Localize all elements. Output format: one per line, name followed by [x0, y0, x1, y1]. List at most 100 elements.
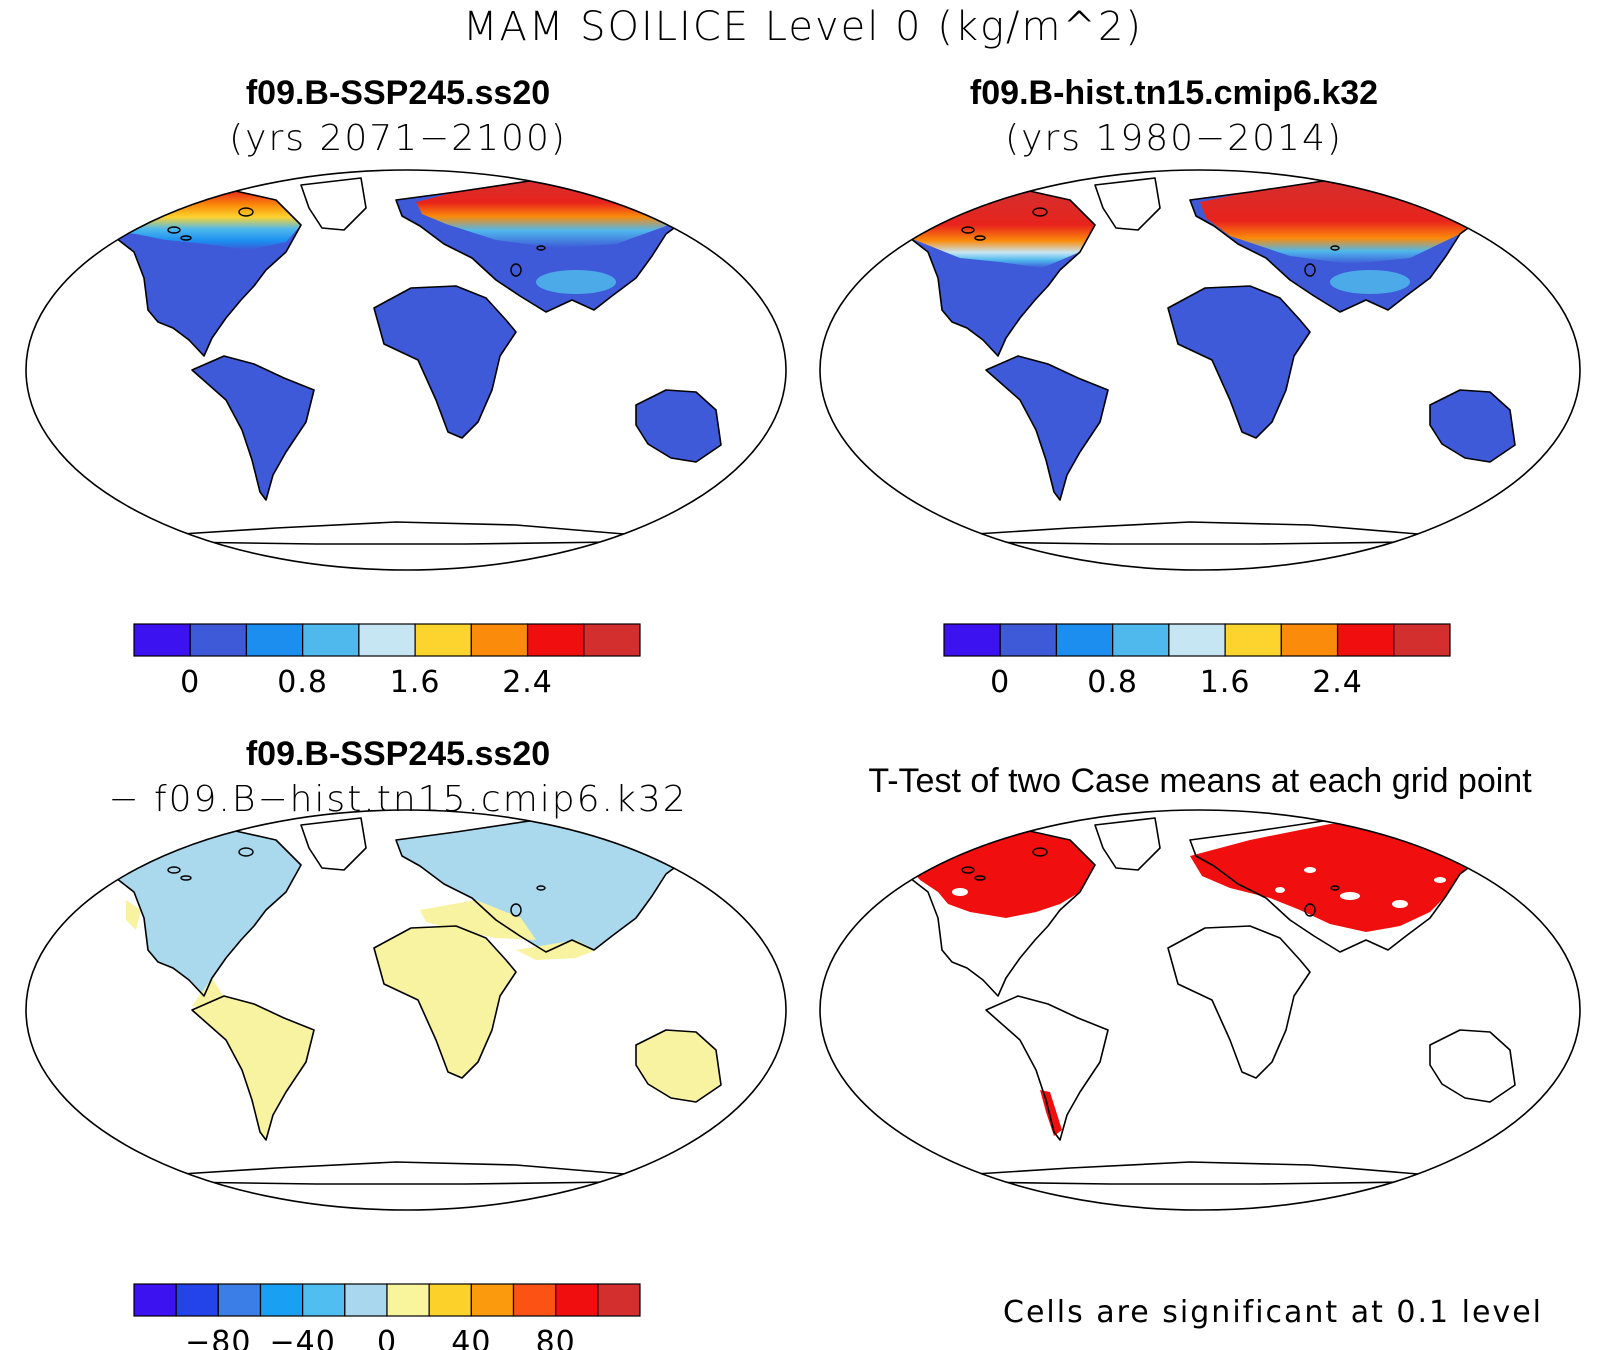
figure-title: MAM SOILICE Level 0 (kg/m^2) — [462, 4, 1144, 50]
lake-outline — [961, 226, 975, 234]
colorbar-box — [597, 1283, 641, 1317]
lake-outline — [1330, 245, 1340, 251]
colorbar-box — [1280, 623, 1339, 657]
colorbar-box — [583, 623, 641, 657]
tibet-plateau-patch — [1330, 270, 1410, 294]
colorbar-box — [512, 1283, 557, 1317]
panel-title-top-left: f09.B-SSP245.ss20 — [245, 74, 551, 112]
colorbar-box — [1393, 623, 1451, 657]
nonsignificant-patch — [1434, 877, 1446, 883]
colorbar-box — [217, 1283, 262, 1317]
colorbar-tick-label: 2.4 — [502, 665, 553, 700]
map-content — [110, 177, 722, 545]
coastline-australia — [1429, 1029, 1516, 1103]
colorbar-box — [428, 1283, 472, 1317]
map-panel-top-left — [25, 169, 787, 571]
land-africa — [374, 286, 516, 438]
lake-outline — [167, 866, 181, 874]
lake-outline — [536, 245, 546, 251]
colorbar-tick-label: 2.4 — [1312, 665, 1363, 700]
coastline-africa — [373, 925, 517, 1079]
colorbar-box — [943, 623, 1001, 657]
colorbar-box — [189, 623, 248, 657]
coastline-australia — [1429, 389, 1516, 463]
panel-subtitle-bottom-left: − f09.B−hist.tn15.cmip6.k32 — [108, 779, 688, 820]
panel-title-bottom-left: f09.B-SSP245.ss20 — [245, 735, 551, 773]
map-boundary — [819, 169, 1581, 571]
colorbar-box — [470, 623, 529, 657]
coastline-southAmerica — [191, 355, 315, 501]
colorbar-box — [1055, 623, 1114, 657]
diff-warm-southasia — [516, 940, 596, 960]
lake-outline — [510, 903, 522, 917]
coastline-southAmerica — [985, 995, 1109, 1141]
tibet-plateau-patch — [536, 270, 616, 294]
lake-outline — [1304, 263, 1316, 277]
land-australia — [1430, 1030, 1515, 1102]
colorbar-box — [259, 1283, 304, 1317]
lake-outline — [1032, 207, 1048, 217]
coastline-australia — [635, 1029, 722, 1103]
coastline-greenland — [300, 817, 367, 871]
land-southAmerica — [986, 356, 1108, 500]
significant-patagonia — [1040, 1090, 1062, 1136]
colorbar-box — [1336, 623, 1395, 657]
colorbar-box — [344, 1283, 388, 1317]
lake-outline — [180, 235, 192, 241]
map-panel-top-right — [819, 169, 1581, 571]
map-content — [110, 817, 722, 1185]
map-content — [904, 817, 1516, 1185]
coastline-greenland — [1094, 817, 1161, 871]
colorbar-box — [133, 623, 191, 657]
lake-outline — [1304, 903, 1316, 917]
map-panel-bottom-left — [25, 809, 787, 1211]
land-africa — [1168, 926, 1310, 1078]
colorbar-tick-label: 40 — [451, 1325, 491, 1350]
land-australia — [1430, 390, 1515, 462]
diff-warm-na-patch — [126, 900, 141, 930]
colorbar-tick-label: 0 — [377, 1325, 397, 1350]
nonsignificant-patch — [1340, 892, 1360, 900]
lake-outline — [974, 235, 986, 241]
colorbar-box — [1168, 623, 1226, 657]
map-panel-bottom-right — [819, 809, 1581, 1211]
colorbar-top-left: 0 0.8 1.6 2.4 — [133, 623, 641, 700]
colorbar-box — [1112, 623, 1170, 657]
land-antarctica — [960, 522, 1430, 544]
significant-eurasia — [1190, 820, 1490, 932]
land-antarctica — [960, 1162, 1430, 1184]
colorbar-tick-label: 0 — [990, 665, 1010, 700]
land-southAmerica — [192, 356, 314, 500]
land-africa — [374, 926, 516, 1078]
colorbar-tick-label: 0.8 — [1087, 665, 1138, 700]
map-boundary — [25, 169, 787, 571]
land-eurasia — [396, 818, 696, 952]
diff-warm-mideast — [420, 900, 536, 940]
colorbar-tick-label: −40 — [270, 1325, 336, 1350]
colorbar-tick-label: 1.6 — [390, 665, 441, 700]
land-australia — [636, 390, 721, 462]
coastline-africa — [373, 285, 517, 439]
diff-warm-central-america — [192, 978, 226, 1010]
land-greenland — [301, 178, 366, 230]
coastline-africa — [1167, 285, 1311, 439]
colorbar-box — [302, 623, 360, 657]
land-antarctica — [166, 522, 636, 544]
panel-subtitle-top-right: (yrs 1980−2014) — [1005, 118, 1343, 159]
colorbar-top-right: 0 0.8 1.6 2.4 — [943, 623, 1451, 700]
colorbar-box — [555, 1283, 599, 1317]
nonsignificant-patch — [1275, 887, 1285, 893]
land-northAmerica — [111, 830, 301, 996]
colorbar-tick-label: 0 — [180, 665, 200, 700]
land-antarctica — [166, 1162, 636, 1184]
lake-outline — [1032, 847, 1048, 857]
colorbar-tick-label: −80 — [185, 1325, 251, 1350]
coastline-greenland — [1094, 177, 1161, 231]
coastline-northAmerica — [904, 829, 1096, 997]
colorbar-bottom-left: −80 −40 0 40 80 — [133, 1283, 641, 1350]
colorbar-box — [175, 1283, 219, 1317]
lake-outline — [167, 226, 181, 234]
land-africa — [1168, 286, 1310, 438]
lake-outline — [536, 885, 546, 891]
nonsignificant-patch — [952, 888, 968, 896]
